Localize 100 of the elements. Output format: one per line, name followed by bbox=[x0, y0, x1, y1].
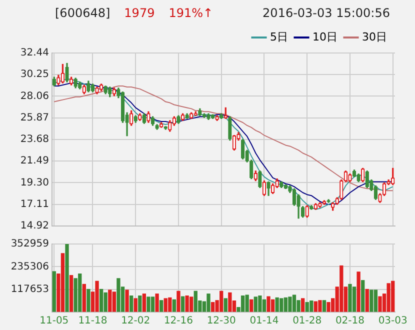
candlestick bbox=[142, 113, 146, 124]
y-tick-label: 117653 bbox=[10, 284, 49, 295]
bar bbox=[266, 296, 270, 312]
candlestick bbox=[56, 74, 60, 86]
candlestick bbox=[176, 115, 180, 124]
candlestick bbox=[240, 138, 245, 160]
bar bbox=[275, 297, 279, 312]
text: 191%↑ bbox=[168, 6, 214, 20]
bar bbox=[160, 300, 164, 312]
x-tick-label: 12-02 bbox=[121, 316, 150, 327]
bar bbox=[99, 288, 104, 312]
candlestick bbox=[155, 124, 159, 130]
bar bbox=[378, 296, 382, 312]
y-tick-label: 14.92 bbox=[20, 220, 49, 232]
bar bbox=[300, 298, 305, 312]
bar bbox=[224, 298, 228, 312]
candlestick bbox=[95, 86, 99, 94]
candlestick bbox=[168, 120, 172, 132]
y-tick-label: 28.06 bbox=[20, 90, 49, 102]
bar bbox=[125, 290, 129, 312]
candlestick bbox=[391, 168, 395, 186]
candlestick bbox=[361, 168, 365, 182]
bar bbox=[164, 298, 168, 312]
text: 1979 bbox=[124, 6, 155, 20]
candlestick bbox=[232, 135, 236, 150]
y-tick-label: 32.44 bbox=[20, 48, 49, 59]
legend-label: 10日 bbox=[312, 30, 338, 44]
bar bbox=[292, 294, 296, 312]
candlestick bbox=[215, 115, 219, 121]
candlestick bbox=[104, 86, 108, 94]
candlestick bbox=[262, 180, 266, 196]
bar bbox=[142, 294, 146, 312]
bar bbox=[348, 284, 352, 312]
bar bbox=[340, 265, 344, 312]
bar bbox=[194, 290, 198, 312]
legend-label: 5日 bbox=[270, 30, 288, 44]
bar bbox=[352, 286, 356, 312]
bar bbox=[365, 288, 369, 312]
y-tick-label: 25.87 bbox=[20, 112, 49, 124]
y-tick-label: 23.68 bbox=[20, 134, 49, 146]
bar bbox=[270, 299, 275, 312]
candlestick bbox=[78, 82, 82, 90]
bar bbox=[82, 284, 86, 312]
y-tick-label: 21.49 bbox=[20, 156, 49, 167]
candlestick bbox=[331, 202, 335, 211]
candlestick bbox=[250, 160, 254, 180]
candlestick bbox=[69, 76, 74, 86]
candlestick bbox=[134, 115, 138, 123]
bar bbox=[314, 301, 318, 312]
x-tick-label: 12-30 bbox=[206, 316, 236, 327]
bar bbox=[280, 298, 284, 312]
candlestick bbox=[82, 84, 86, 94]
bar bbox=[374, 290, 378, 312]
candlestick bbox=[52, 76, 56, 86]
bar bbox=[310, 300, 314, 312]
bar bbox=[258, 295, 262, 312]
bar bbox=[116, 278, 120, 312]
bar bbox=[176, 290, 180, 312]
candlestick bbox=[228, 116, 232, 141]
y-tick-label: 19.30 bbox=[20, 177, 49, 188]
candlestick bbox=[108, 86, 112, 98]
candlestick bbox=[180, 113, 185, 121]
bar bbox=[185, 295, 189, 312]
bar bbox=[146, 296, 150, 312]
candlestick bbox=[335, 197, 339, 205]
y-tick-label: 30.25 bbox=[20, 69, 49, 80]
bar bbox=[305, 302, 309, 312]
candlestick bbox=[266, 181, 270, 196]
bar bbox=[134, 298, 138, 312]
candlestick bbox=[60, 64, 65, 84]
bar bbox=[69, 275, 74, 312]
x-tick-label: 02-18 bbox=[335, 316, 365, 327]
candlestick bbox=[365, 170, 369, 188]
candlestick bbox=[206, 113, 210, 120]
bar bbox=[361, 280, 365, 312]
bar bbox=[78, 274, 82, 312]
bar bbox=[150, 296, 155, 312]
bar bbox=[180, 296, 185, 312]
bar bbox=[245, 294, 249, 312]
candlestick bbox=[190, 112, 194, 119]
bar bbox=[318, 300, 322, 312]
bar bbox=[112, 292, 116, 312]
text: 2016-03-03 15:00:56 bbox=[262, 6, 390, 20]
candlestick bbox=[138, 113, 142, 121]
y-tick-label: 17.11 bbox=[20, 198, 49, 210]
candlestick bbox=[210, 114, 215, 119]
bar bbox=[129, 295, 134, 312]
candlestick bbox=[348, 174, 352, 182]
bar bbox=[155, 294, 159, 312]
candlestick bbox=[74, 78, 78, 88]
bar bbox=[86, 288, 90, 312]
y-tick-label: 352959 bbox=[10, 238, 49, 250]
bar bbox=[228, 292, 232, 312]
bar bbox=[322, 300, 326, 312]
candlestick bbox=[220, 113, 224, 119]
x-tick-label: 01-14 bbox=[250, 316, 279, 327]
bar bbox=[262, 299, 266, 312]
bar bbox=[206, 294, 210, 312]
x-tick-label: 03-03 bbox=[378, 316, 408, 327]
candlestick bbox=[146, 111, 150, 123]
